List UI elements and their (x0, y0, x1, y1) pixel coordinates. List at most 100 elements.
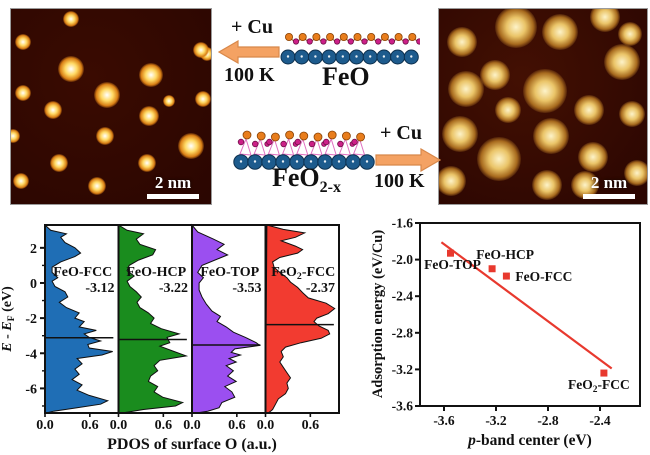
stm-spot (623, 159, 647, 186)
o-atom (416, 38, 420, 45)
reagent-label-bottom: + Cu (380, 122, 422, 144)
pdos-curve-FeO-HCP (118, 224, 189, 414)
stm-spot (570, 170, 599, 199)
o-atom (337, 140, 344, 148)
fe-atom-highlight (369, 55, 372, 58)
o-atom (347, 38, 354, 45)
scatter-point-label: FeO-FCC (515, 269, 572, 284)
stm-spot (590, 9, 621, 32)
y-tick-label: -4 (25, 347, 37, 362)
stm-spot (94, 81, 120, 108)
o-atom (312, 32, 321, 41)
feo2x-label-subscript: 2-x (319, 179, 341, 197)
fe-atom-highlight (355, 55, 358, 58)
fe-atom-highlight (337, 160, 341, 163)
y-tick-label: 0 (30, 277, 37, 292)
y-tick-label: -1.6 (392, 216, 414, 231)
fe-atom-highlight (267, 160, 271, 163)
scatter-chart: -3.6 -3.2 -2.8 -2.4 -1.6 -2.0 -2.4 -2.8 -3.2 -3.6… (370, 216, 641, 449)
stm-spot (494, 9, 537, 48)
axis-label-x: PDOS of surface O (a.u.) (107, 436, 277, 453)
panel-name-label: FeO2-FCC (271, 265, 335, 282)
o-atom (394, 32, 403, 41)
stm-spot (13, 172, 29, 189)
y-tick-label: -3.6 (392, 399, 414, 414)
y-tick-label: -2.8 (392, 325, 414, 340)
scalebar: 2 nm (147, 174, 199, 199)
scatter-point-FeO-FCC (502, 272, 510, 280)
x-tick-label: 0.0 (36, 418, 54, 433)
stm-spot (618, 22, 643, 47)
stm-spot (50, 154, 68, 173)
stm-spot (139, 63, 163, 88)
fe-atom-highlight (410, 55, 413, 58)
scalebar-bar (583, 194, 635, 199)
stm-spot (494, 97, 521, 124)
o-atom (388, 38, 396, 45)
feo-model-label: FeO (322, 62, 370, 91)
o-atom (280, 140, 287, 148)
temperature-label-bottom: 100 K (374, 170, 425, 192)
scalebar: 2 nm (583, 174, 635, 199)
o-atom (237, 138, 245, 146)
x-tick-label: 0.0 (183, 418, 201, 433)
stm-spot (15, 34, 31, 51)
stm-spot (480, 60, 511, 91)
scatter-point-FeO-HCP (488, 265, 496, 273)
band-center-value: -3.22 (159, 281, 188, 296)
o-atom (266, 138, 273, 146)
stm-spot (541, 14, 578, 51)
stm-spot (619, 101, 646, 128)
stm-spot (138, 154, 156, 173)
y-tick-label: -2 (25, 312, 37, 327)
o-atom (333, 38, 341, 45)
x-tick-label: -2.4 (589, 413, 611, 428)
stm-spot (477, 137, 522, 182)
axis-label-x: p-band center (eV) (466, 432, 592, 449)
o-atom (353, 32, 362, 41)
axis-label-y: E - EF (eV) (0, 286, 17, 353)
o-bond-triangle (281, 137, 295, 156)
y-tick-label: -6 (25, 382, 37, 397)
y-tick-label: -2.0 (392, 252, 414, 267)
feo2x-label-base: FeO (272, 163, 320, 192)
scatter-frame (419, 222, 641, 407)
y-tick-label: 2 (30, 242, 37, 257)
fe-atom-highlight (300, 55, 303, 58)
stm-image-feo: 2 nm (10, 8, 212, 205)
o-atom (252, 140, 259, 148)
stm-spot (63, 10, 79, 27)
y-tick-label: -2.4 (392, 289, 414, 304)
scatter-point-label: FeO2-FCC (568, 377, 630, 395)
band-center-value: -2.37 (306, 281, 335, 296)
o-atom (402, 38, 409, 45)
scatter-point-FeO2-FCC (600, 369, 608, 377)
o-atom (308, 140, 316, 148)
fe-atom-highlight (351, 160, 355, 163)
axis-label-y: Adsorption energy (eV/Cu) (370, 230, 386, 399)
o-atom (380, 32, 389, 41)
o-atom (361, 38, 368, 45)
fe-atom-highlight (365, 160, 369, 163)
o-atom (299, 131, 309, 141)
fe-atom-highlight (327, 55, 331, 58)
o-atom (285, 32, 293, 41)
o-bond-triangle (310, 137, 323, 156)
reagent-label-top: + Cu (231, 16, 273, 38)
panel-name-label: FeO-TOP (200, 265, 259, 280)
o-atom (294, 138, 302, 146)
stm-image-feo2x: 2 nm (438, 8, 648, 205)
x-tick-label: -3.6 (433, 413, 455, 428)
o-atom (326, 32, 335, 41)
o-atom (342, 131, 351, 141)
x-tick-label: -2.8 (537, 413, 559, 428)
o-bond-triangle (267, 137, 281, 156)
feo2x-model-label: FeO2-x (272, 163, 341, 197)
feo2x-ball-model (233, 130, 375, 170)
stm-spot (532, 169, 563, 200)
o-atom (256, 131, 266, 141)
stm-spot (58, 56, 84, 83)
fe-atom-highlight (239, 160, 243, 163)
o-atom (375, 38, 382, 45)
